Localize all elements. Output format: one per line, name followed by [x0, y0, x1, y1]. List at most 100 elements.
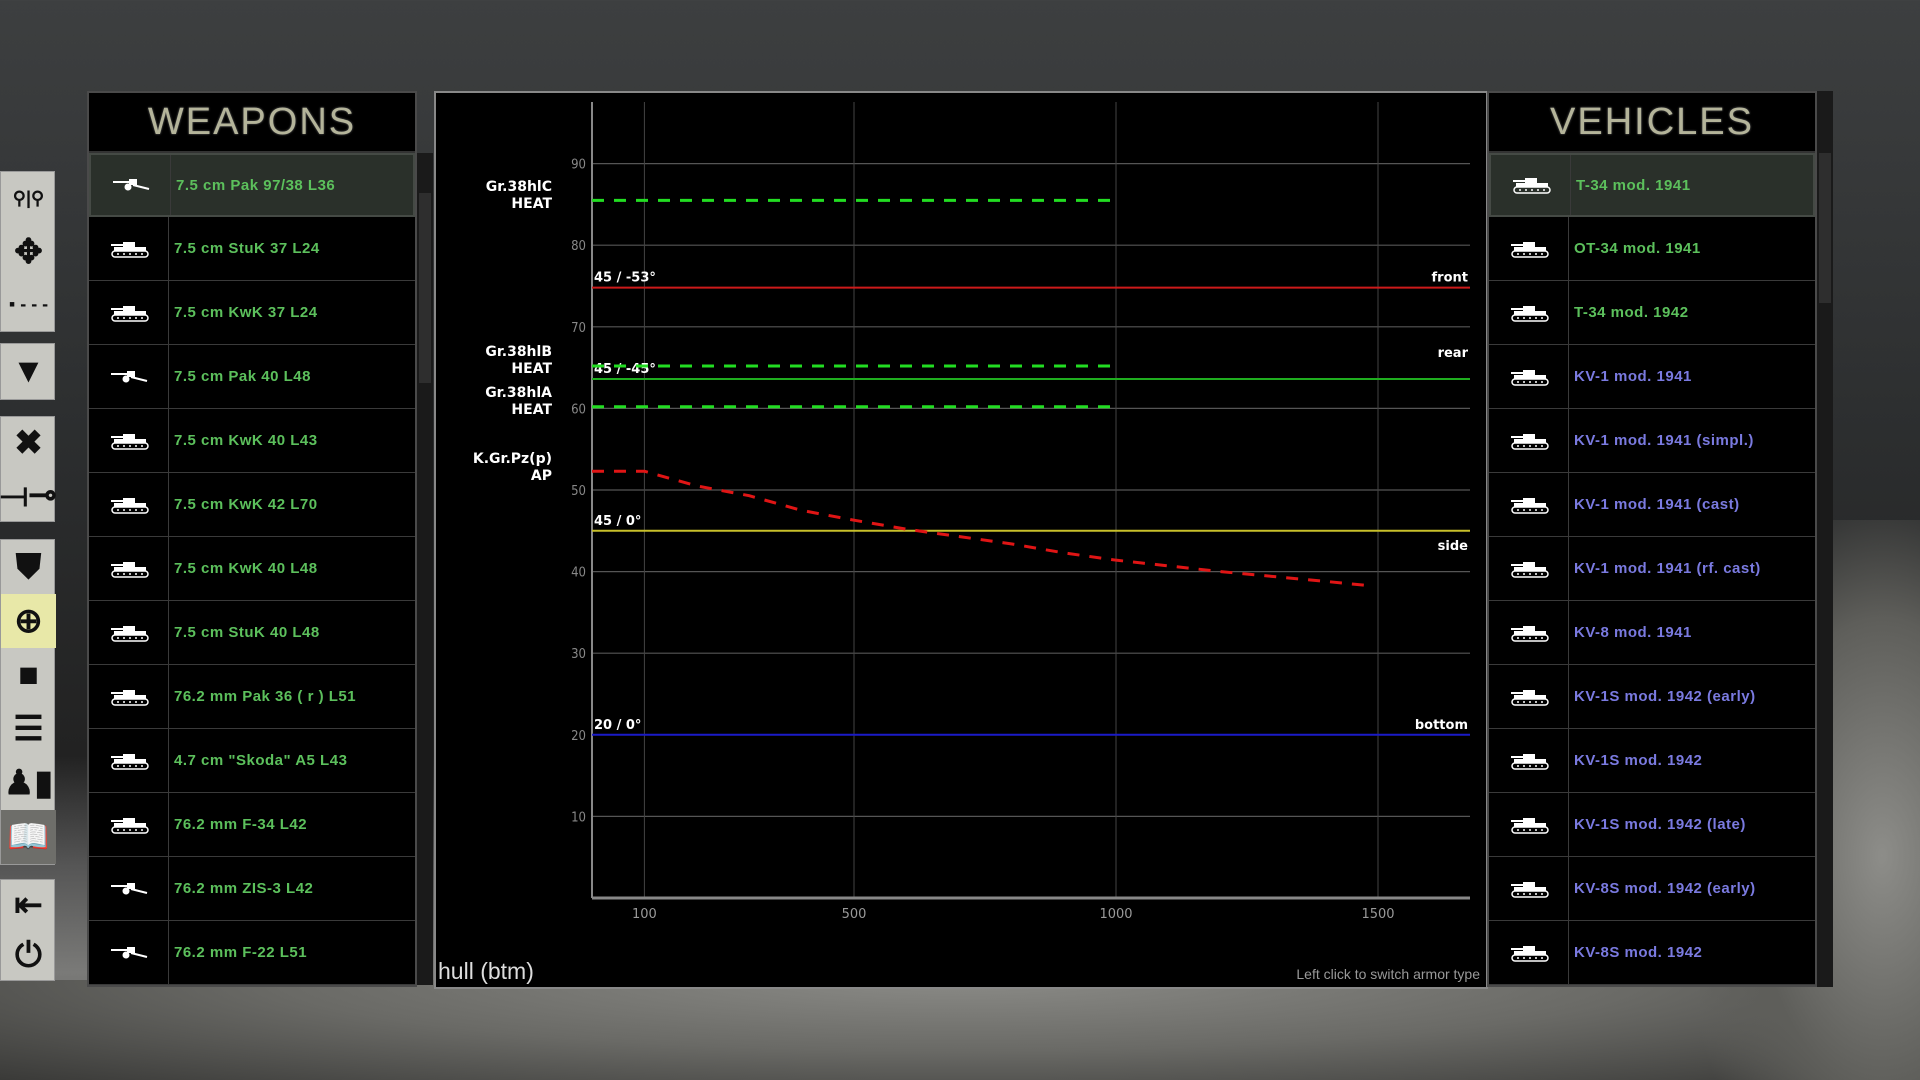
- weapon-name: 7.5 cm KwK 40 L48: [174, 560, 318, 577]
- weapon-row[interactable]: 7.5 cm KwK 42 L70: [89, 473, 415, 537]
- vehicle-name: KV-1 mod. 1941 (rf. cast): [1574, 560, 1761, 577]
- weapon-row[interactable]: 7.5 cm KwK 40 L43: [89, 409, 415, 473]
- vehicle-row[interactable]: KV-1S mod. 1942: [1489, 729, 1815, 793]
- weapon-name: 7.5 cm Pak 40 L48: [174, 368, 311, 385]
- vehicle-name: KV-8S mod. 1942 (early): [1574, 880, 1756, 897]
- weapon-row[interactable]: 7.5 cm StuK 40 L48: [89, 601, 415, 665]
- tank-icon: [89, 473, 169, 536]
- toolbar-group: ▼: [0, 343, 55, 400]
- tank-icon: [89, 601, 169, 664]
- armor-shield-icon[interactable]: ⛊: [15, 547, 42, 586]
- weapon-row[interactable]: 7.5 cm StuK 37 L24: [89, 217, 415, 281]
- tank-icon: [1489, 409, 1569, 472]
- series-type-label: HEAT: [511, 402, 552, 418]
- line-style-icon[interactable]: ▪ - - -: [8, 294, 49, 314]
- tank-icon: [89, 281, 169, 344]
- vehicle-row[interactable]: OT-34 mod. 1941: [1489, 217, 1815, 281]
- y-tick-label: 20: [571, 729, 586, 744]
- vehicle-row[interactable]: T-34 mod. 1941: [1489, 153, 1815, 217]
- x-tick-label: 1000: [1099, 907, 1132, 922]
- line-of-sight-icon[interactable]: ⟞⊸: [0, 476, 57, 514]
- weapon-row[interactable]: 7.5 cm KwK 40 L48: [89, 537, 415, 601]
- background-ground: [0, 980, 1920, 1080]
- y-tick-label: 30: [571, 647, 586, 662]
- tank-icon: [1489, 921, 1569, 984]
- tank-target-icon[interactable]: ⊕: [1, 594, 56, 648]
- armor-side-label: rear: [1438, 346, 1469, 361]
- vehicle-row[interactable]: KV-8S mod. 1942: [1489, 921, 1815, 985]
- vehicle-row[interactable]: KV-8S mod. 1942 (early): [1489, 857, 1815, 921]
- vehicle-row[interactable]: KV-1S mod. 1942 (early): [1489, 665, 1815, 729]
- tank-icon: [1489, 665, 1569, 728]
- vehicle-row[interactable]: KV-1 mod. 1941 (cast): [1489, 473, 1815, 537]
- gun-icon: [89, 857, 169, 920]
- vehicle-name: KV-8S mod. 1942: [1574, 944, 1703, 961]
- tank-icon: [89, 217, 169, 280]
- vehicles-scrollbar[interactable]: [1817, 91, 1833, 987]
- vehicle-name: KV-1 mod. 1941 (simpl.): [1574, 432, 1754, 449]
- weapon-name: 7.5 cm KwK 40 L43: [174, 432, 318, 449]
- size-ruler-icon[interactable]: ♟▮: [3, 764, 54, 802]
- close-x-icon[interactable]: ✖: [14, 424, 43, 462]
- vehicles-list: T-34 mod. 1941 OT-34 mod. 1941 T-34 mod. 1…: [1489, 153, 1815, 985]
- vehicle-row[interactable]: KV-1 mod. 1941 (simpl.): [1489, 409, 1815, 473]
- vehicle-row[interactable]: KV-1S mod. 1942 (late): [1489, 793, 1815, 857]
- vehicle-name: T-34 mod. 1941: [1576, 176, 1691, 194]
- vehicle-row[interactable]: KV-8 mod. 1941: [1489, 601, 1815, 665]
- pan-arrows-icon[interactable]: ✥: [14, 232, 43, 271]
- power-icon[interactable]: ⏻: [15, 935, 42, 974]
- vehicle-name: KV-1S mod. 1942 (late): [1574, 816, 1746, 833]
- x-tick-label: 500: [842, 907, 867, 922]
- exit-icon[interactable]: ⇤: [14, 886, 43, 924]
- weapon-name: 7.5 cm KwK 42 L70: [174, 496, 318, 513]
- vehicle-row[interactable]: T-34 mod. 1942: [1489, 281, 1815, 345]
- weapon-name: 7.5 cm StuK 40 L48: [174, 624, 320, 641]
- gun-icon: [89, 345, 169, 408]
- toolbar-group: ✖ ⟞⊸: [0, 416, 57, 522]
- series-name-label: K.Gr.Pz(p): [473, 451, 552, 467]
- weapon-name: 76.2 mm F-34 L42: [174, 816, 308, 833]
- color-swatch-icon[interactable]: ■: [18, 655, 39, 694]
- series-name-label: Gr.38hlA: [485, 385, 552, 401]
- penetration-chart-panel[interactable]: [434, 91, 1488, 989]
- vehicles-title: VEHICLES: [1489, 93, 1815, 153]
- vehicle-name: KV-1S mod. 1942: [1574, 752, 1703, 769]
- weapon-row[interactable]: 76.2 mm F-22 L51: [89, 921, 415, 985]
- list-icon[interactable]: ☰: [13, 710, 44, 748]
- x-tick-label: 1500: [1361, 907, 1394, 922]
- weapon-row[interactable]: 76.2 mm Pak 36 ( r ) L51: [89, 665, 415, 729]
- zoom-icon[interactable]: ⚲|⚲: [12, 188, 45, 208]
- weapon-row[interactable]: 7.5 cm Pak 40 L48: [89, 345, 415, 409]
- tank-icon: [1489, 793, 1569, 856]
- weapon-row[interactable]: 76.2 mm F-34 L42: [89, 793, 415, 857]
- vehicle-name: KV-8 mod. 1941: [1574, 624, 1692, 641]
- toolbar-group: ⇤ ⏻: [0, 879, 55, 981]
- vehicle-row[interactable]: KV-1 mod. 1941: [1489, 345, 1815, 409]
- weapons-list: 7.5 cm Pak 97/38 L36 7.5 cm StuK 37 L24 7.…: [89, 153, 415, 985]
- book-icon[interactable]: 📖: [1, 810, 56, 864]
- tank-icon: [1491, 155, 1571, 215]
- armor-value-label: 45 / 0°: [594, 514, 641, 529]
- series-name-label: Gr.38hlB: [485, 344, 552, 360]
- tank-icon: [1489, 281, 1569, 344]
- toolbar-group: ⛊ ⊕ ■ ☰ ♟▮ 📖: [0, 539, 56, 865]
- weapon-row[interactable]: 4.7 cm "Skoda" A5 L43: [89, 729, 415, 793]
- switch-armor-hint: Left click to switch armor type: [1296, 966, 1480, 982]
- weapon-row[interactable]: 7.5 cm KwK 37 L24: [89, 281, 415, 345]
- tank-icon: [89, 537, 169, 600]
- weapons-scrollbar[interactable]: [417, 153, 433, 985]
- weapon-name: 76.2 mm ZIS-3 L42: [174, 880, 314, 897]
- filter-icon[interactable]: ▼: [11, 352, 46, 390]
- weapon-row[interactable]: 7.5 cm Pak 97/38 L36: [89, 153, 415, 217]
- tank-icon: [1489, 473, 1569, 536]
- toolbar-group: ⚲|⚲ ✥ ▪ - - -: [0, 171, 55, 332]
- weapon-row[interactable]: 76.2 mm ZIS-3 L42: [89, 857, 415, 921]
- armor-side-label: bottom: [1415, 718, 1468, 733]
- vehicle-row[interactable]: KV-1 mod. 1941 (rf. cast): [1489, 537, 1815, 601]
- series-type-label: HEAT: [511, 361, 552, 377]
- y-tick-label: 40: [571, 566, 586, 581]
- armor-type-label[interactable]: hull (btm): [438, 958, 534, 984]
- weapon-name: 7.5 cm KwK 37 L24: [174, 304, 318, 321]
- tank-icon: [1489, 857, 1569, 920]
